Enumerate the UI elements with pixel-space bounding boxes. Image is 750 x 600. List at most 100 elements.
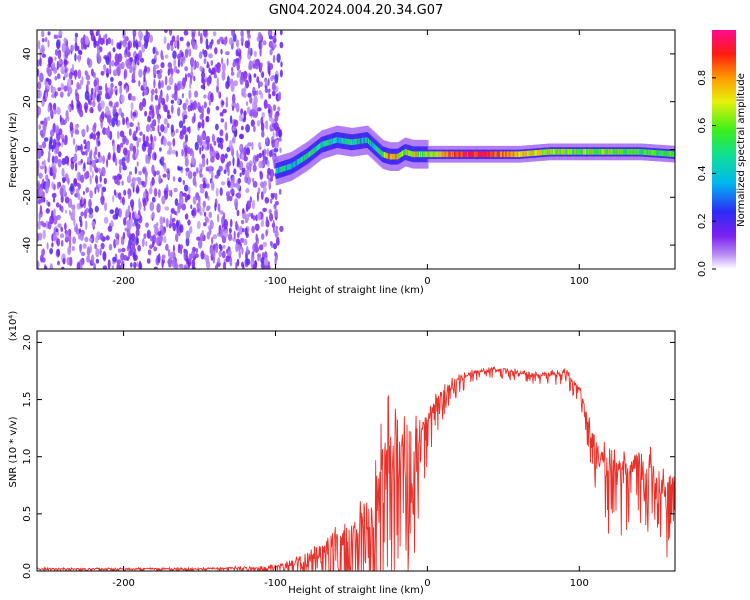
noise-speckle: [188, 126, 191, 135]
noise-speckle: [83, 102, 89, 111]
noise-speckle: [248, 212, 252, 217]
noise-speckle: [232, 156, 235, 167]
colorbar: 0.0 0.2 0.4 0.6 0.8 Normalized spectral ampl…: [697, 30, 747, 277]
noise-speckle: [94, 236, 99, 243]
noise-speckle: [251, 141, 254, 151]
noise-speckle: [237, 177, 241, 184]
noise-speckle: [72, 137, 76, 146]
signal-core: [521, 151, 524, 157]
noise-speckle: [210, 92, 214, 103]
noise-speckle: [154, 88, 158, 94]
noise-speckle: [234, 198, 239, 208]
noise-speckle: [267, 103, 271, 109]
x-tick-label: -200: [112, 276, 135, 287]
noise-speckle: [246, 30, 251, 36]
noise-speckle: [74, 129, 80, 135]
noise-speckle: [151, 240, 155, 248]
noise-speckle: [220, 229, 224, 238]
noise-speckle: [227, 249, 232, 257]
noise-speckle: [254, 155, 258, 161]
noise-speckle: [256, 120, 261, 127]
noise-speckle: [149, 34, 154, 43]
noise-speckle: [57, 158, 62, 168]
noise-speckle: [129, 122, 134, 128]
noise-speckle: [244, 227, 248, 236]
noise-speckle: [185, 237, 190, 247]
noise-speckle: [106, 115, 112, 124]
noise-speckle: [257, 107, 262, 112]
noise-speckle: [65, 109, 69, 119]
noise-speckle: [85, 187, 90, 193]
noise-speckle: [123, 189, 127, 196]
noise-speckle: [92, 133, 96, 141]
noise-speckle: [151, 164, 155, 175]
noise-speckle: [271, 81, 276, 91]
noise-speckle: [109, 209, 115, 215]
noise-speckle: [226, 58, 229, 66]
noise-speckle: [99, 37, 105, 45]
noise-speckle: [245, 79, 250, 89]
noise-speckle: [93, 38, 97, 49]
noise-speckle: [230, 79, 234, 89]
noise-speckle: [168, 190, 172, 196]
noise-speckle: [229, 218, 233, 228]
noise-speckle: [67, 78, 72, 88]
noise-speckle: [151, 58, 156, 65]
noise-speckle: [230, 71, 235, 76]
noise-speckle: [278, 188, 282, 195]
noise-speckle: [272, 131, 275, 139]
noise-speckle: [167, 68, 171, 76]
signal-core: [605, 149, 608, 155]
noise-speckle: [55, 230, 60, 236]
noise-speckle: [96, 48, 101, 58]
noise-speckle: [180, 248, 183, 255]
noise-speckle: [181, 92, 184, 99]
noise-speckle: [145, 190, 149, 199]
noise-speckle: [94, 187, 97, 195]
noise-speckle: [257, 212, 261, 221]
noise-speckle: [102, 155, 105, 165]
noise-speckle: [54, 91, 57, 99]
signal-core: [529, 150, 532, 157]
noise-speckle: [49, 215, 54, 225]
noise-speckle: [220, 57, 224, 65]
noise-speckle: [88, 207, 94, 215]
noise-speckle: [166, 93, 169, 103]
noise-speckle: [219, 112, 223, 117]
noise-speckle: [114, 53, 120, 63]
noise-speckle: [144, 110, 148, 117]
noise-speckle: [267, 30, 273, 37]
noise-speckle: [49, 248, 53, 255]
noise-speckle: [177, 107, 181, 117]
noise-speckle: [120, 112, 125, 118]
noise-speckle: [91, 220, 96, 227]
noise-speckle: [136, 184, 139, 194]
noise-speckle: [76, 145, 81, 151]
noise-speckle: [67, 245, 72, 256]
noise-speckle: [151, 176, 155, 186]
noise-speckle: [159, 147, 162, 152]
noise-speckle: [90, 32, 95, 42]
noise-speckle: [236, 182, 241, 190]
noise-speckle: [186, 41, 190, 47]
noise-speckle: [108, 243, 113, 251]
noise-speckle: [203, 180, 206, 188]
noise-speckle: [235, 261, 238, 269]
noise-speckle: [221, 250, 226, 259]
noise-speckle: [163, 36, 167, 45]
y-tick-label: 20: [22, 95, 33, 108]
noise-speckle: [136, 261, 139, 268]
noise-speckle: [119, 130, 125, 138]
noise-speckle: [262, 155, 267, 161]
noise-speckle: [181, 129, 186, 135]
noise-speckle: [182, 77, 186, 87]
x-tick-label: 100: [570, 578, 589, 589]
noise-speckle: [217, 142, 221, 148]
noise-speckle: [191, 259, 196, 269]
noise-speckle: [268, 35, 274, 40]
x-tick-label: -100: [264, 578, 287, 589]
noise-speckle: [225, 101, 229, 108]
colorbar-label: Normalized spectral amplitude: [736, 73, 747, 227]
noise-speckle: [241, 228, 245, 233]
